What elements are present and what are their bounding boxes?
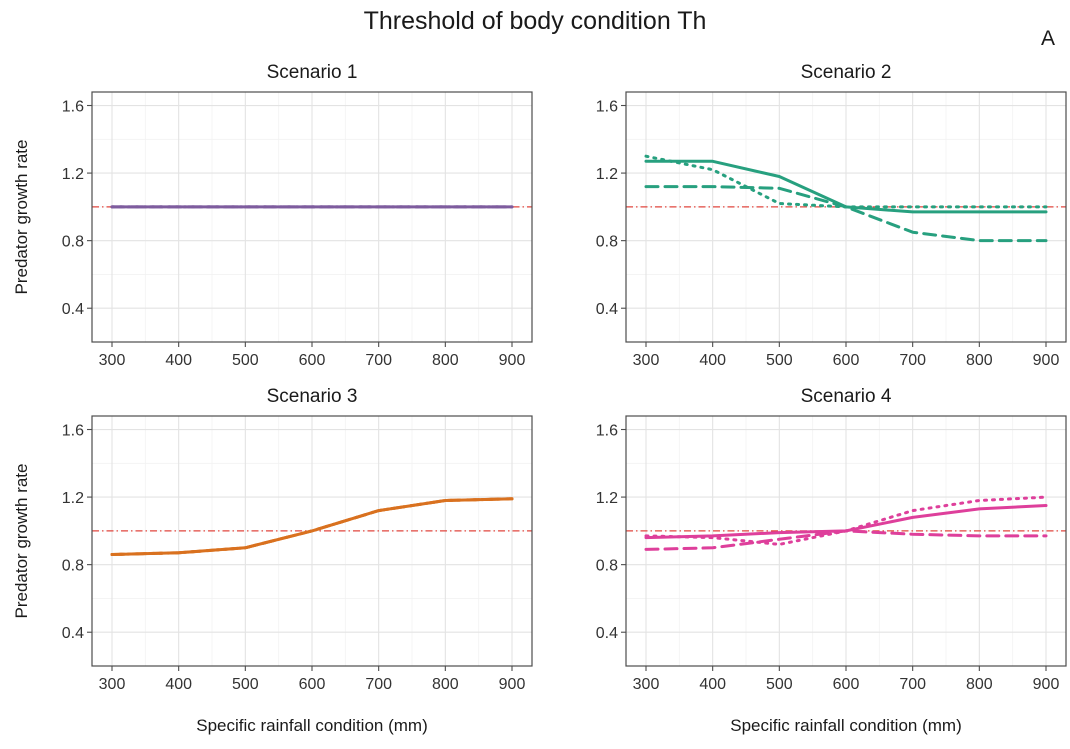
panel-tag: A (1041, 27, 1055, 50)
x-tick-label: 600 (299, 352, 326, 369)
x-tick-label: 500 (232, 352, 259, 369)
y-tick-label: 1.2 (62, 166, 84, 183)
x-tick-label: 800 (432, 352, 459, 369)
x-tick-label: 300 (99, 676, 126, 693)
panel-2: 300 400 500 600 700 800 900 0.4 0.8 1.2 1.6 Scenari… (596, 62, 1067, 369)
y-tick-label: 1.6 (596, 99, 618, 116)
panel-4: 300 400 500 600 700 800 900 0.4 0.8 1.2 1.6 Scenari… (596, 386, 1067, 735)
x-tick-label: 500 (232, 676, 259, 693)
y-tick-label: 1.6 (596, 423, 618, 440)
x-tick-label: 700 (899, 676, 926, 693)
y-axis-label: Predator growth rate (12, 140, 31, 295)
panel-title: Scenario 2 (801, 62, 892, 83)
panel-title: Scenario 4 (801, 386, 892, 407)
x-tick-label: 400 (699, 676, 726, 693)
x-tick-label: 800 (966, 352, 993, 369)
series-line-solid (644, 159, 1048, 214)
x-tick-label: 600 (833, 352, 860, 369)
y-tick-label: 0.4 (62, 625, 84, 642)
x-tick-label: 900 (499, 352, 526, 369)
y-tick-label: 0.4 (596, 301, 618, 318)
x-tick-label: 700 (899, 352, 926, 369)
x-tick-label: 400 (165, 676, 192, 693)
x-axis-label: Specific rainfall condition (mm) (196, 716, 427, 735)
x-tick-label: 500 (766, 676, 793, 693)
panel-3: 300 400 500 600 700 800 900 0.4 0.8 1.2 1.6 Scenari… (12, 386, 533, 735)
panel-title: Scenario 3 (267, 386, 358, 407)
y-axis-label: Predator growth rate (12, 464, 31, 619)
series-line-solid (644, 504, 1048, 540)
y-tick-label: 1.6 (62, 99, 84, 116)
y-tick-label: 1.2 (62, 490, 84, 507)
y-tick-label: 0.4 (62, 301, 84, 318)
x-axis-label: Specific rainfall condition (mm) (730, 716, 961, 735)
y-tick-label: 0.8 (596, 234, 618, 251)
series-line-solid (110, 497, 514, 556)
y-tick-label: 0.8 (62, 558, 84, 575)
x-tick-label: 300 (633, 676, 660, 693)
x-tick-label: 900 (1033, 676, 1060, 693)
x-tick-label: 700 (365, 676, 392, 693)
y-tick-label: 0.8 (596, 558, 618, 575)
x-tick-label: 400 (699, 352, 726, 369)
x-tick-label: 300 (633, 352, 660, 369)
x-tick-label: 500 (766, 352, 793, 369)
x-tick-label: 400 (165, 352, 192, 369)
x-tick-label: 600 (299, 676, 326, 693)
panel-title: Scenario 1 (267, 62, 358, 83)
x-tick-label: 800 (966, 676, 993, 693)
x-tick-label: 300 (99, 352, 126, 369)
y-tick-label: 1.6 (62, 423, 84, 440)
x-tick-label: 700 (365, 352, 392, 369)
y-tick-label: 0.8 (62, 234, 84, 251)
x-tick-label: 900 (1033, 352, 1060, 369)
x-tick-label: 800 (432, 676, 459, 693)
y-tick-label: 1.2 (596, 490, 618, 507)
x-tick-label: 900 (499, 676, 526, 693)
panel-1: 300 400 500 600 700 800 900 0.4 0.8 1.2 1.6 Scenari… (12, 62, 533, 369)
y-tick-label: 1.2 (596, 166, 618, 183)
y-tick-label: 0.4 (596, 625, 618, 642)
figure-title: Threshold of body condition Th (364, 7, 707, 35)
x-tick-label: 600 (833, 676, 860, 693)
